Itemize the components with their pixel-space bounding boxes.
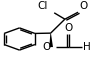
Text: H: H (83, 42, 91, 52)
Text: O: O (42, 42, 51, 52)
Text: O: O (65, 23, 73, 33)
Text: Cl: Cl (38, 1, 48, 11)
Text: O: O (80, 1, 88, 11)
Polygon shape (49, 33, 53, 47)
